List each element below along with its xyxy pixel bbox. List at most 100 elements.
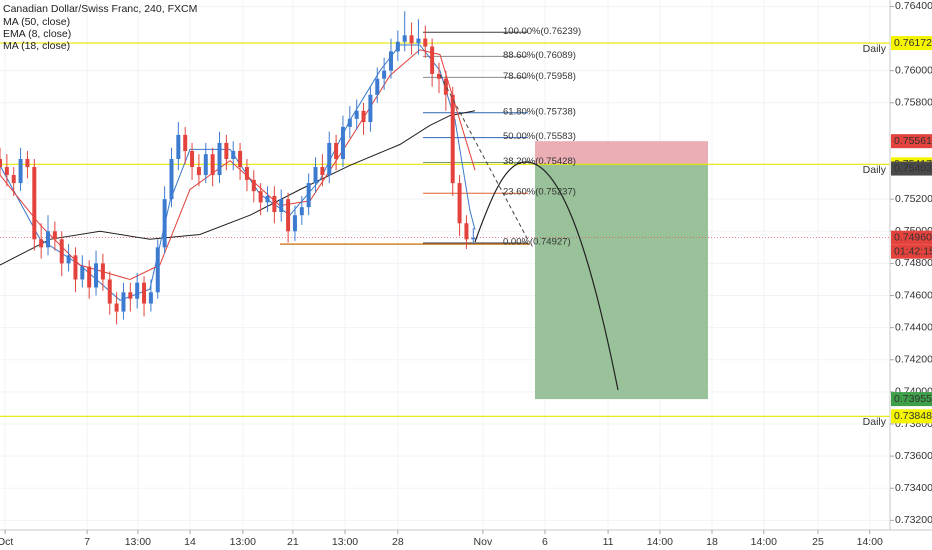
- candle-body: [121, 292, 126, 312]
- countdown-label: 01:42:15: [894, 245, 932, 257]
- x-tick-label: 13:00: [332, 536, 358, 548]
- candle-body: [436, 73, 441, 79]
- fib-label: 78.60%(0.75958): [503, 71, 576, 82]
- candle-body: [169, 159, 174, 200]
- price-badge: [891, 230, 932, 245]
- candle-body: [464, 223, 469, 240]
- candle-body: [52, 231, 57, 240]
- x-tick-label: 28: [392, 536, 404, 548]
- x-tick-label: 21: [287, 536, 299, 548]
- price-badge-label: 0.75561: [894, 135, 932, 147]
- candle-body: [155, 247, 160, 293]
- x-tick-label: 14:00: [751, 536, 777, 548]
- candle-body: [176, 134, 181, 159]
- candle-body: [114, 303, 119, 312]
- candle-body: [73, 255, 78, 280]
- candle-body: [388, 51, 393, 71]
- x-tick-label: 25: [812, 536, 824, 548]
- x-tick-label: 13:00: [230, 536, 256, 548]
- price-badge: [891, 409, 932, 424]
- y-tick-label: 0.74400: [895, 321, 932, 333]
- fib-label: 38.20%(0.75428): [503, 156, 576, 167]
- price-badge: [891, 134, 932, 149]
- chart-title: Canadian Dollar/Swiss Franc, 240, FXCM: [3, 3, 197, 15]
- legend-entry: MA (18, close): [3, 40, 70, 52]
- x-tick-label: Nov: [474, 536, 493, 548]
- candle-body: [409, 35, 414, 44]
- candle-body: [238, 150, 243, 168]
- candle-body: [430, 46, 435, 74]
- candle-body: [25, 159, 30, 168]
- candle-body: [128, 292, 133, 299]
- candle-body: [279, 199, 284, 212]
- candle-body: [354, 110, 359, 119]
- candle-body: [162, 199, 167, 248]
- candle-body: [382, 70, 387, 79]
- candle-body: [148, 292, 153, 304]
- candle-body: [80, 266, 85, 280]
- candle-body: [361, 110, 366, 123]
- candle-body: [423, 38, 428, 47]
- candle-body: [471, 237, 476, 240]
- candle-body: [87, 266, 92, 288]
- candle-body: [107, 279, 112, 304]
- x-tick-label: 18: [706, 536, 718, 548]
- x-tick-label: 11: [603, 536, 614, 548]
- x-tick-label: 13:00: [125, 536, 151, 548]
- level-label: Daily: [863, 43, 887, 55]
- price-badge-label: 0.75403: [894, 162, 932, 174]
- candle-body: [183, 134, 188, 151]
- candle-body: [395, 41, 400, 52]
- candle-body: [32, 167, 37, 240]
- candle-body: [327, 142, 332, 176]
- candle-body: [224, 142, 229, 159]
- x-tick-label: 14: [184, 536, 196, 548]
- projection-curve: [474, 161, 619, 391]
- target-zone: [535, 164, 708, 400]
- y-tick-label: 0.73400: [895, 482, 932, 494]
- candle-body: [265, 195, 270, 203]
- legend-entry: MA (50, close): [3, 16, 70, 28]
- candle-body: [292, 215, 297, 232]
- candle-body: [347, 118, 352, 127]
- countdown-badge: [891, 244, 932, 259]
- candle-body: [66, 255, 71, 264]
- y-tick-label: 0.74200: [895, 354, 932, 366]
- x-tick-label: 14:00: [857, 536, 883, 548]
- candle-body: [100, 263, 105, 280]
- level-label: Daily: [863, 164, 887, 176]
- y-tick-label: 0.73200: [895, 514, 932, 526]
- price-badge-label: 0.73955: [894, 393, 932, 405]
- x-tick-label: 14:00: [647, 536, 673, 548]
- candle-body: [18, 159, 23, 184]
- horizontal-lines: Daily Daily Daily: [0, 42, 890, 428]
- candle-body: [320, 167, 325, 176]
- price-badge: [891, 161, 932, 176]
- fib-label: 0.00%(0.74927): [503, 237, 571, 248]
- y-tick-label: 0.74600: [895, 289, 932, 301]
- y-tick-label: 0.74800: [895, 257, 932, 269]
- candle-body: [416, 38, 421, 44]
- stop-zone: [535, 141, 708, 165]
- fib-label: 100.00%(0.76239): [503, 26, 581, 37]
- candle-body: [217, 142, 222, 176]
- fib-label: 61.80%(0.75738): [503, 106, 576, 117]
- candle-body: [4, 167, 9, 176]
- legend-entry: EMA (8, close): [3, 28, 71, 40]
- position-tool: [535, 141, 708, 400]
- price-badge-label: 0.74960: [894, 231, 932, 243]
- price-badge: [891, 392, 932, 407]
- x-tick-label: Oct: [0, 536, 13, 548]
- candle-body: [258, 191, 263, 203]
- candle-body: [306, 183, 311, 208]
- candle-body: [94, 263, 99, 288]
- candle-body: [46, 231, 51, 248]
- candle-body: [286, 199, 291, 232]
- candle-body: [39, 239, 44, 248]
- candle-body: [313, 167, 318, 184]
- x-tick-label: 6: [542, 536, 548, 548]
- candle-body: [251, 179, 256, 192]
- candle-body: [0, 159, 2, 168]
